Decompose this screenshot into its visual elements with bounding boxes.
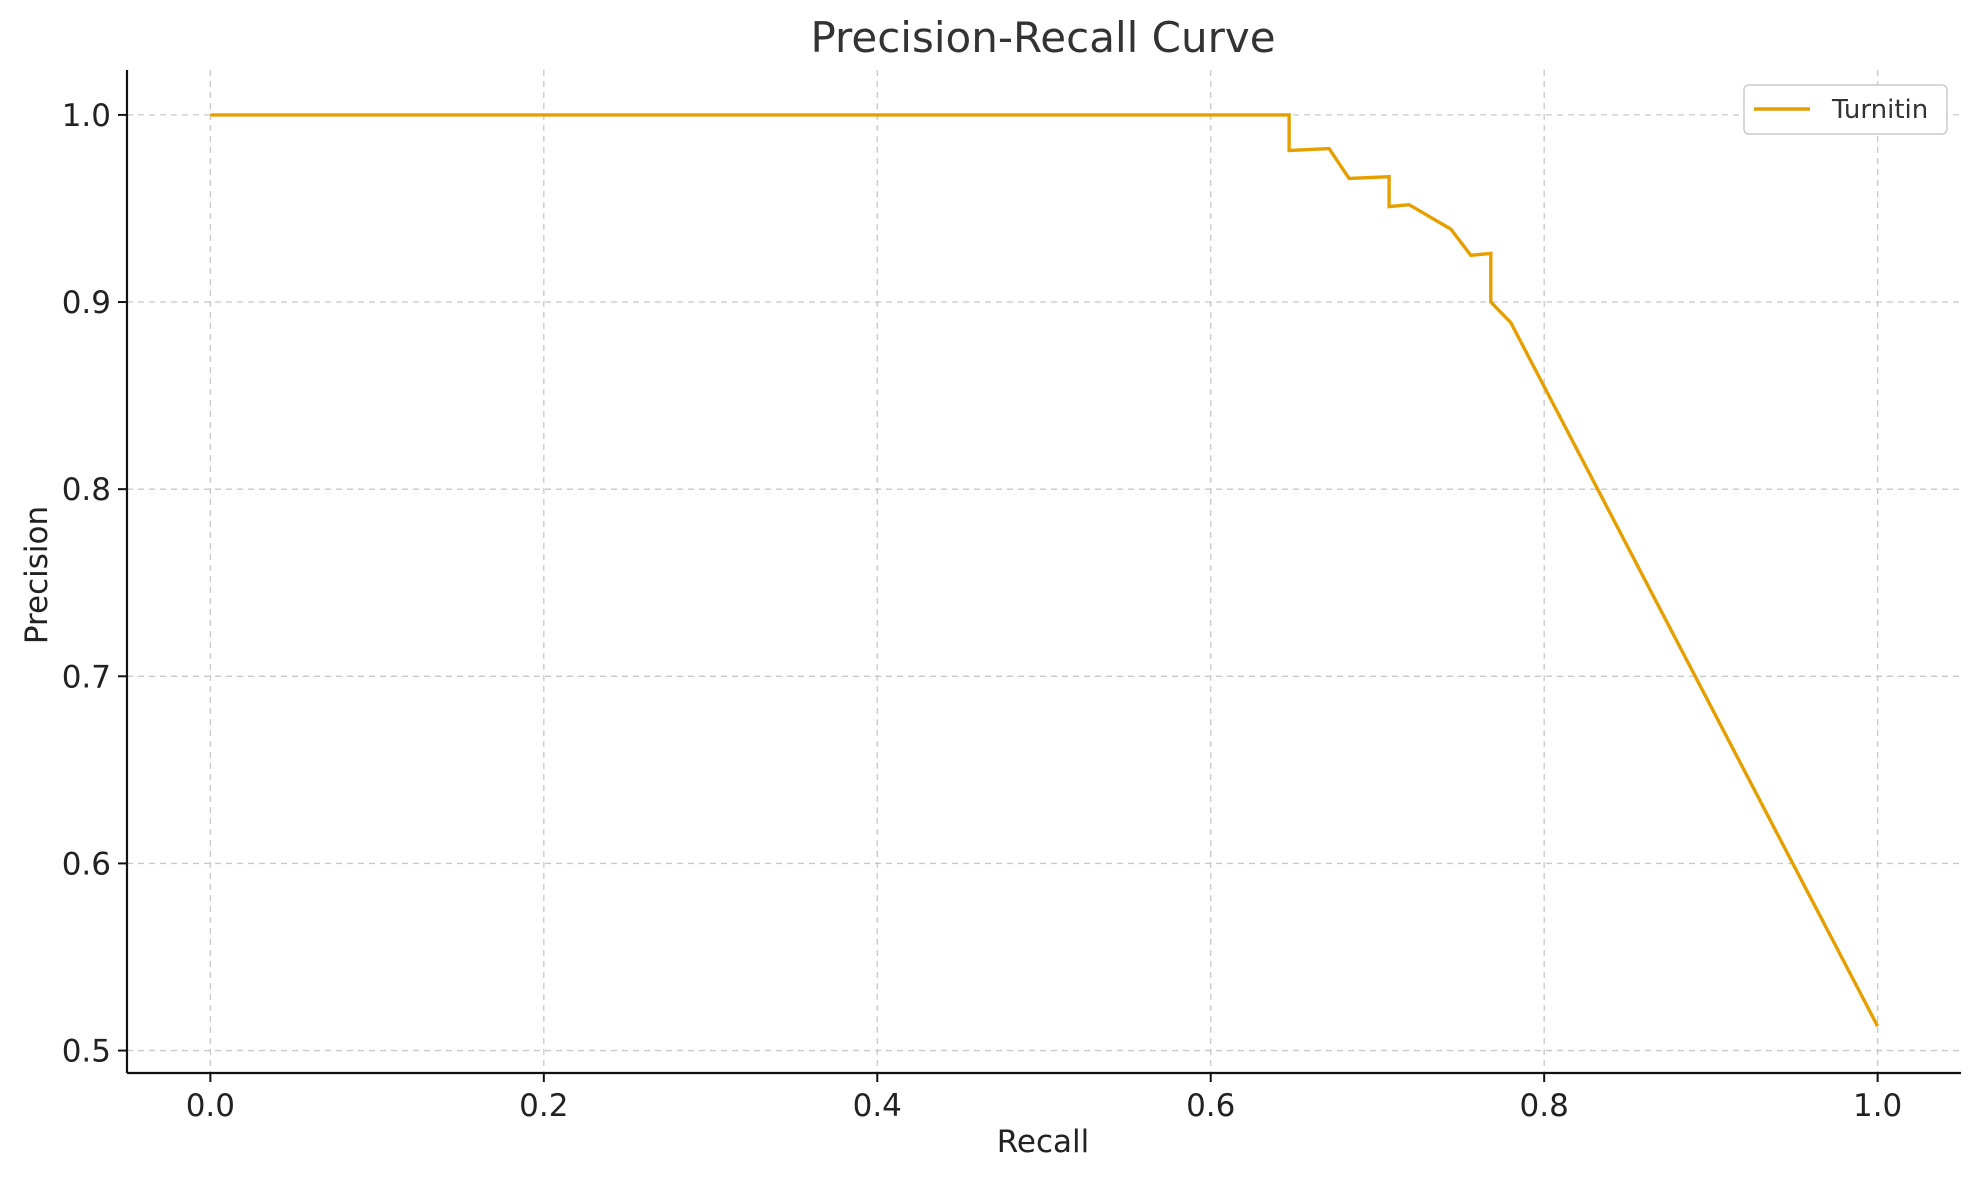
x-tick-label: 0.6 <box>1186 1088 1235 1124</box>
y-tick-label: 0.8 <box>62 472 111 508</box>
y-axis-label: Precision <box>19 506 55 644</box>
y-tick-label: 0.6 <box>62 846 111 882</box>
x-tick-label: 1.0 <box>1853 1088 1902 1124</box>
ticks-layer: 0.0 0.2 0.4 0.6 0.8 1.0 0.5 0.6 0.7 0.8 0.9 1.0 <box>62 98 1903 1124</box>
series-line-turnitin <box>210 113 1880 1027</box>
y-tick-label: 0.9 <box>62 285 111 321</box>
x-tick-label: 0.8 <box>1520 1088 1569 1124</box>
axes-layer <box>125 70 1961 1075</box>
legend: Turnitin <box>1743 84 1948 135</box>
legend-label: Turnitin <box>1831 95 1928 125</box>
y-tick-label: 0.7 <box>62 659 111 695</box>
chart-title: Precision-Recall Curve <box>810 13 1275 62</box>
y-tick-label: 1.0 <box>62 98 111 134</box>
x-axis-label: Recall <box>997 1124 1090 1160</box>
y-tick-label: 0.5 <box>62 1034 111 1070</box>
x-tick-label: 0.0 <box>186 1088 235 1124</box>
series-layer <box>210 113 1880 1027</box>
x-tick-label: 0.2 <box>519 1088 568 1124</box>
legend-box <box>1743 84 1948 135</box>
grid-layer <box>127 70 1961 1073</box>
x-tick-label: 0.4 <box>853 1088 902 1124</box>
